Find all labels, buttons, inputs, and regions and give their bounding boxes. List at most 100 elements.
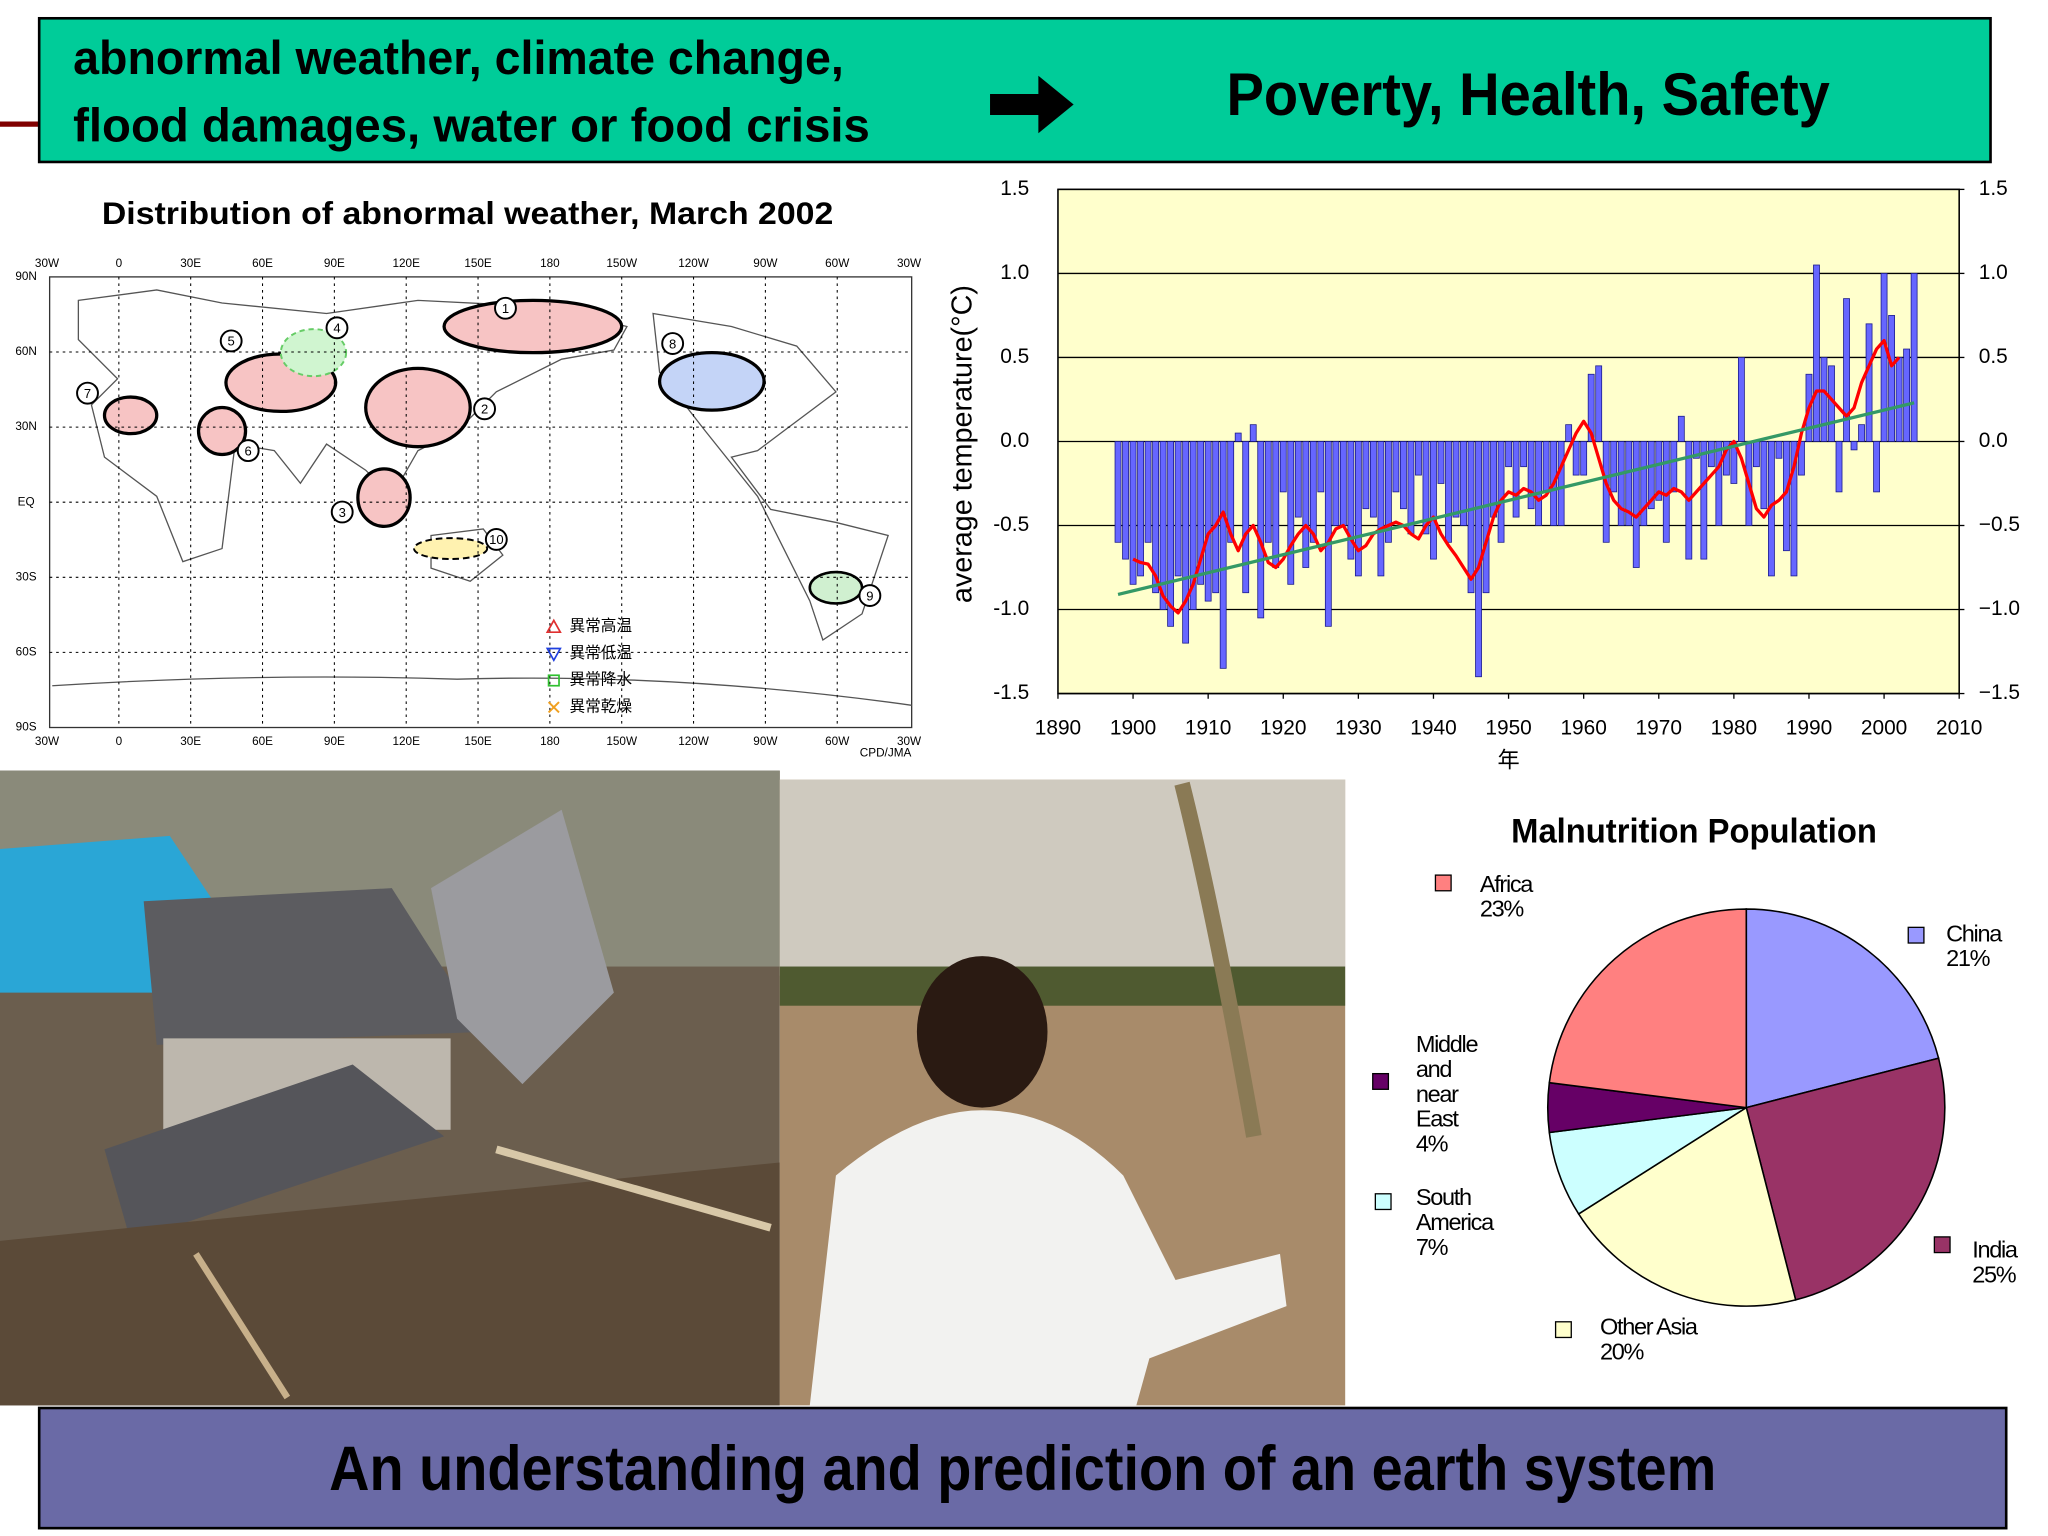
debris	[193, 1252, 291, 1400]
region	[279, 328, 348, 378]
temperature-bar	[1798, 441, 1805, 476]
lon-label: 120E	[392, 735, 420, 748]
temperature-bar	[1647, 441, 1655, 510]
x-tick-label: 1910	[1185, 716, 1231, 739]
temperature-bar	[1137, 441, 1144, 577]
header-box	[37, 16, 1992, 164]
x-tick-label: 1890	[1035, 716, 1081, 739]
region-badge	[473, 397, 496, 421]
temperature-bar	[1279, 441, 1287, 493]
lat-label: 60N	[15, 345, 37, 358]
trees	[779, 966, 1346, 1006]
lon-label: 180	[540, 257, 560, 270]
temperature-bar	[1858, 424, 1865, 442]
temperature-bar	[1505, 441, 1512, 468]
temperature-bar	[1377, 441, 1385, 577]
temperature-bar	[1587, 373, 1595, 442]
temperature-bar	[1903, 348, 1911, 442]
pie-value-label: 25%	[1972, 1261, 2017, 1287]
temperature-bar	[1114, 441, 1122, 543]
region-label: 1	[502, 301, 509, 316]
y-tick-label: 0.5	[1000, 345, 1029, 368]
temperature-bar	[1910, 273, 1918, 442]
temperature-bar	[1617, 441, 1625, 526]
debris	[495, 1145, 772, 1232]
region-label: 6	[245, 443, 252, 458]
temperature-bar	[1888, 315, 1895, 442]
temperature-bar	[1835, 441, 1843, 493]
temperature-bar	[1144, 441, 1152, 543]
temperature-bar	[1174, 441, 1182, 577]
region-label: 2	[481, 402, 488, 417]
x-tick-label: 1960	[1560, 716, 1606, 739]
pie-category-label: China	[1946, 920, 2003, 946]
temperature-bar	[1655, 441, 1663, 501]
temperature-bar	[1324, 441, 1332, 627]
pie-slice	[1577, 1106, 1797, 1307]
temperature-bar	[1753, 441, 1760, 468]
temperature-bar	[1272, 441, 1280, 568]
lon-label: 90W	[753, 257, 778, 270]
region	[356, 467, 412, 528]
region-badge	[325, 316, 349, 340]
region-label: 3	[339, 505, 346, 520]
lon-label: 150E	[464, 735, 492, 748]
region-badge	[484, 527, 508, 551]
lon-label: 30W	[35, 735, 60, 748]
x-tick-label: 1940	[1410, 716, 1456, 739]
sky	[779, 779, 1346, 976]
pie-category-label: Middle and near East	[1416, 1031, 1483, 1131]
temperature-bar	[1760, 441, 1768, 510]
y2-tick-label: −1.5	[1979, 681, 2020, 704]
temperature-bar	[1242, 441, 1250, 594]
y2-tick-label: 0.0	[1979, 429, 2008, 452]
temperature-bar	[1535, 441, 1543, 526]
legend-label: 異常高温	[569, 617, 632, 635]
pie-value-label: 4%	[1416, 1131, 1449, 1157]
map: Distribution of abnormal weather, March …	[15, 196, 922, 760]
pie-slice	[1745, 908, 1940, 1109]
y-tick-label: 1.5	[1000, 177, 1029, 200]
region-badge	[236, 439, 260, 463]
temperature-bar	[1640, 441, 1648, 526]
temperature-line	[1132, 339, 1901, 615]
temperature-bar	[1467, 441, 1475, 594]
pie-category-label: Other Asia	[1600, 1314, 1699, 1340]
x-tick-label: 1990	[1786, 716, 1832, 739]
lon-label: 60W	[825, 735, 850, 748]
x-tick-label: 1900	[1110, 716, 1156, 739]
lon-label: 120W	[678, 735, 710, 748]
pie-value-label: 23%	[1480, 896, 1525, 922]
lon-label: 60W	[825, 257, 850, 270]
lat-label: 90N	[15, 270, 37, 283]
pie-category-label: Africa	[1480, 871, 1534, 897]
lon-label: 150W	[606, 735, 638, 748]
footer-text: An understanding and prediction of an ea…	[329, 1434, 1716, 1504]
lon-label: 30W	[897, 257, 922, 270]
x-tick-label: 1920	[1260, 716, 1306, 739]
region-badge	[661, 332, 685, 355]
lon-label: 120W	[678, 257, 710, 270]
lat-label: 30N	[15, 420, 37, 433]
temperature-bar	[1775, 441, 1783, 459]
collapsed-house	[431, 809, 614, 1085]
legend-symbol	[547, 701, 560, 714]
temperature-bar	[1512, 441, 1520, 518]
temperature-bar	[1354, 441, 1362, 577]
legend-label: 異常乾燥	[569, 697, 632, 715]
y2-tick-label: 1.5	[1979, 177, 2008, 200]
x-tick-label: 2010	[1936, 716, 1982, 739]
y2-tick-label: −1.0	[1979, 597, 2020, 620]
temperature-bar	[1302, 441, 1310, 568]
temperature-bar	[1482, 441, 1490, 594]
y-axis-label: average temperature(°C)	[947, 285, 979, 603]
temperature-bar	[1572, 441, 1580, 476]
temperature-bar	[1460, 441, 1467, 526]
farmer-photo	[779, 779, 1346, 1406]
legend-swatch	[1372, 1072, 1390, 1090]
lon-label: 30W	[35, 257, 60, 270]
legend-symbol	[545, 618, 562, 634]
lat-label: 90S	[16, 721, 37, 734]
pie-value-label: 21%	[1946, 945, 1991, 971]
temperature-bar	[1565, 424, 1573, 442]
